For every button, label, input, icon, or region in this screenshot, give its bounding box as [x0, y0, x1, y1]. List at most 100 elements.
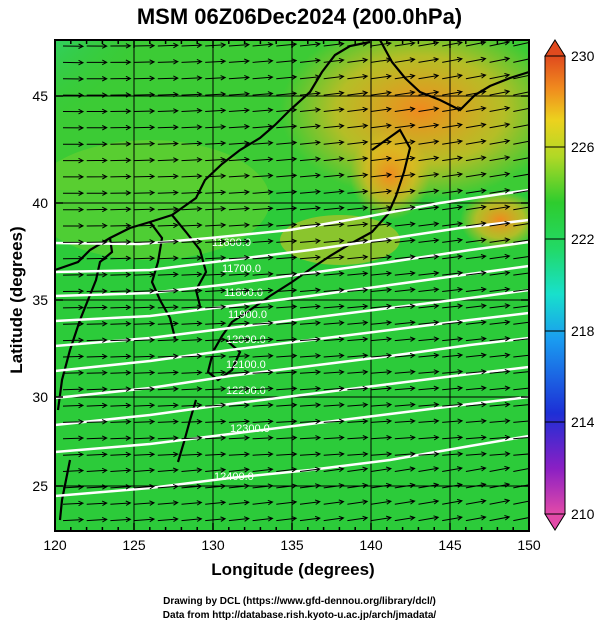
wind-arrow: [442, 237, 464, 244]
wind-arrow: [205, 304, 227, 310]
wind-arrow: [134, 239, 156, 245]
wind-arrow: [465, 237, 487, 243]
wind-arrow: [323, 238, 345, 244]
wind-arrow: [513, 352, 529, 358]
wind-arrow: [157, 91, 179, 98]
wind-arrow: [62, 321, 85, 327]
wind-arrow: [205, 91, 227, 97]
wind-arrow: [371, 482, 392, 489]
wind-arrow: [299, 156, 321, 162]
wind-arrow: [134, 353, 156, 360]
wind-arrow: [228, 189, 250, 196]
wind-arrow: [418, 172, 440, 178]
credit-data: Data from http://database.rish.kyoto-u.a…: [162, 610, 437, 621]
x-tick-labels: 120 125 130 135 140 145 150: [43, 537, 541, 553]
wind-arrow: [394, 122, 416, 129]
wind-arrow: [347, 369, 369, 375]
wind-arrow: [157, 369, 179, 376]
wind-arrow: [181, 189, 203, 196]
wind-arrow: [62, 206, 85, 213]
wind-arrow: [489, 270, 511, 276]
wind-arrow: [157, 435, 179, 441]
wind-arrow: [205, 435, 227, 441]
wind-arrow: [394, 73, 416, 80]
wind-arrow: [418, 385, 440, 392]
wind-arrow: [371, 352, 393, 359]
wind-arrow: [418, 352, 440, 359]
wind-arrow: [205, 337, 227, 343]
wind-arrow: [252, 222, 274, 228]
wind-arrow: [157, 42, 179, 49]
wind-arrow: [442, 270, 464, 276]
wind-arrow: [418, 451, 440, 457]
wind-arrow: [323, 483, 345, 489]
wind-arrow: [110, 75, 132, 82]
colorbar-label: 214: [571, 414, 595, 430]
wind-arrow: [513, 451, 529, 457]
x-tick-label: 150: [517, 537, 541, 553]
wind-arrow: [110, 304, 132, 311]
wind-arrow: [228, 353, 251, 359]
wind-arrow: [62, 92, 85, 98]
wind-arrow: [252, 42, 274, 48]
wind-arrow: [442, 204, 464, 211]
wind-arrow: [134, 337, 156, 343]
x-tick-label: 125: [122, 537, 146, 553]
wind-arrow: [276, 205, 298, 212]
wind-arrow: [418, 204, 440, 211]
wind-arrow: [276, 254, 298, 261]
wind-arrow: [86, 288, 108, 294]
wind-arrow: [252, 369, 274, 376]
wind-arrow: [86, 174, 108, 180]
wind-arrow: [252, 499, 274, 506]
wind-arrow: [62, 484, 85, 490]
wind-arrow: [157, 467, 179, 473]
wind-arrow: [394, 499, 416, 505]
wind-arrow: [276, 156, 298, 162]
wind-arrow: [205, 467, 227, 473]
wind-arrow: [323, 123, 345, 129]
wind-vectors: [62, 40, 529, 523]
wind-arrow: [371, 155, 393, 162]
wind-arrow: [465, 303, 487, 309]
wind-arrow: [252, 156, 274, 163]
wind-arrow: [442, 498, 463, 505]
wind-arrow: [347, 90, 369, 96]
wind-arrow: [323, 189, 345, 195]
wind-arrow: [513, 171, 529, 178]
wind-arrow: [62, 419, 85, 425]
wind-arrow: [323, 435, 345, 441]
wind-arrow: [489, 515, 511, 522]
wind-arrow: [86, 321, 108, 327]
wind-arrow: [323, 499, 345, 505]
wind-arrow: [276, 336, 298, 343]
wind-arrow: [276, 466, 298, 473]
wind-arrow: [157, 189, 179, 196]
wind-arrow: [228, 435, 251, 441]
wind-arrow: [489, 498, 511, 505]
wind-arrow: [371, 270, 393, 277]
wind-arrow: [86, 353, 108, 360]
wind-arrow: [299, 435, 322, 441]
wind-arrow: [276, 41, 298, 48]
wind-arrow: [442, 254, 464, 260]
wind-arrow: [181, 483, 203, 490]
wind-arrow: [181, 206, 203, 212]
wind-arrow: [110, 500, 132, 506]
wind-arrow: [347, 188, 369, 195]
y-tick-labels: 25 30 35 40 45: [32, 88, 48, 494]
wind-arrow: [228, 156, 251, 163]
wind-arrow: [442, 73, 463, 80]
wind-arrow: [371, 172, 393, 178]
wind-arrow: [489, 434, 511, 441]
wind-arrow: [513, 122, 529, 129]
wind-arrow: [442, 40, 463, 47]
wind-arrow: [371, 254, 393, 260]
wind-arrow: [442, 451, 464, 457]
wind-arrow: [513, 220, 529, 227]
wind-arrow: [394, 57, 416, 63]
wind-arrow: [134, 271, 156, 278]
wind-arrow: [394, 287, 416, 293]
wind-arrow: [489, 73, 511, 80]
wind-arrow: [394, 254, 416, 260]
